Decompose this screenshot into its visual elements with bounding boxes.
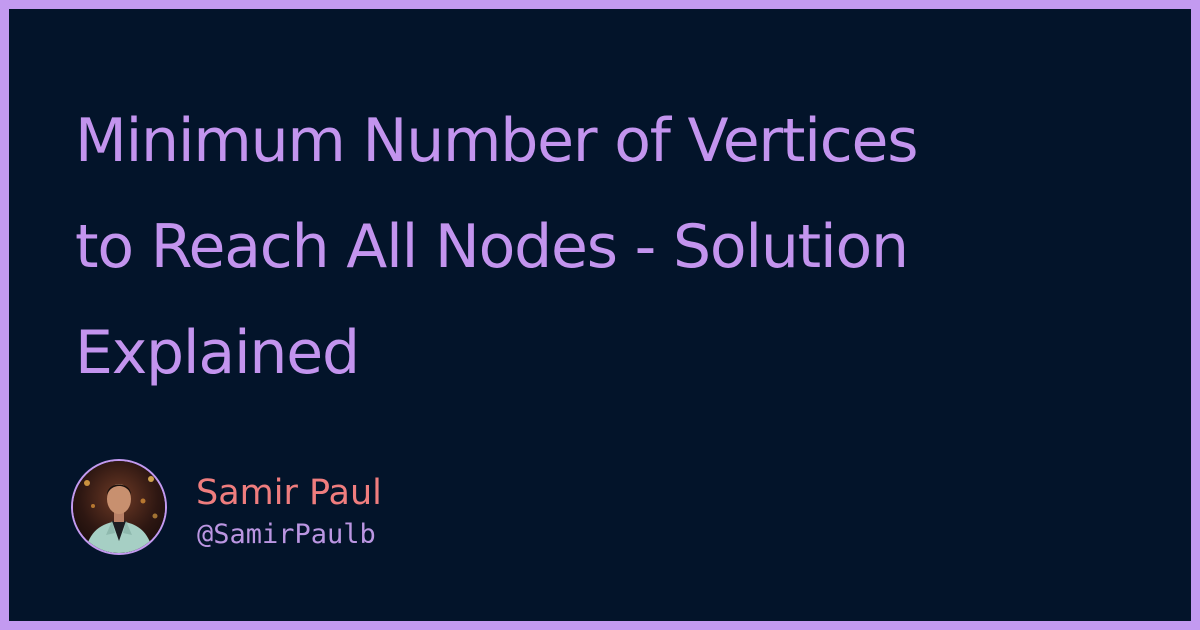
author-avatar (71, 459, 167, 555)
author-block: Samir Paul @SamirPaulb (71, 459, 671, 559)
title-line-2: to Reach All Nodes - Solution (75, 212, 909, 282)
author-name: Samir Paul (196, 473, 382, 513)
title-line-3: Explained (75, 318, 360, 388)
author-handle: @SamirPaulb (197, 519, 376, 550)
author-photo-icon (73, 461, 165, 553)
title-line-1: Minimum Number of Vertices (75, 106, 918, 176)
article-title: Minimum Number of Vertices to Reach All … (75, 88, 1175, 406)
social-card: Minimum Number of Vertices to Reach All … (9, 9, 1191, 621)
